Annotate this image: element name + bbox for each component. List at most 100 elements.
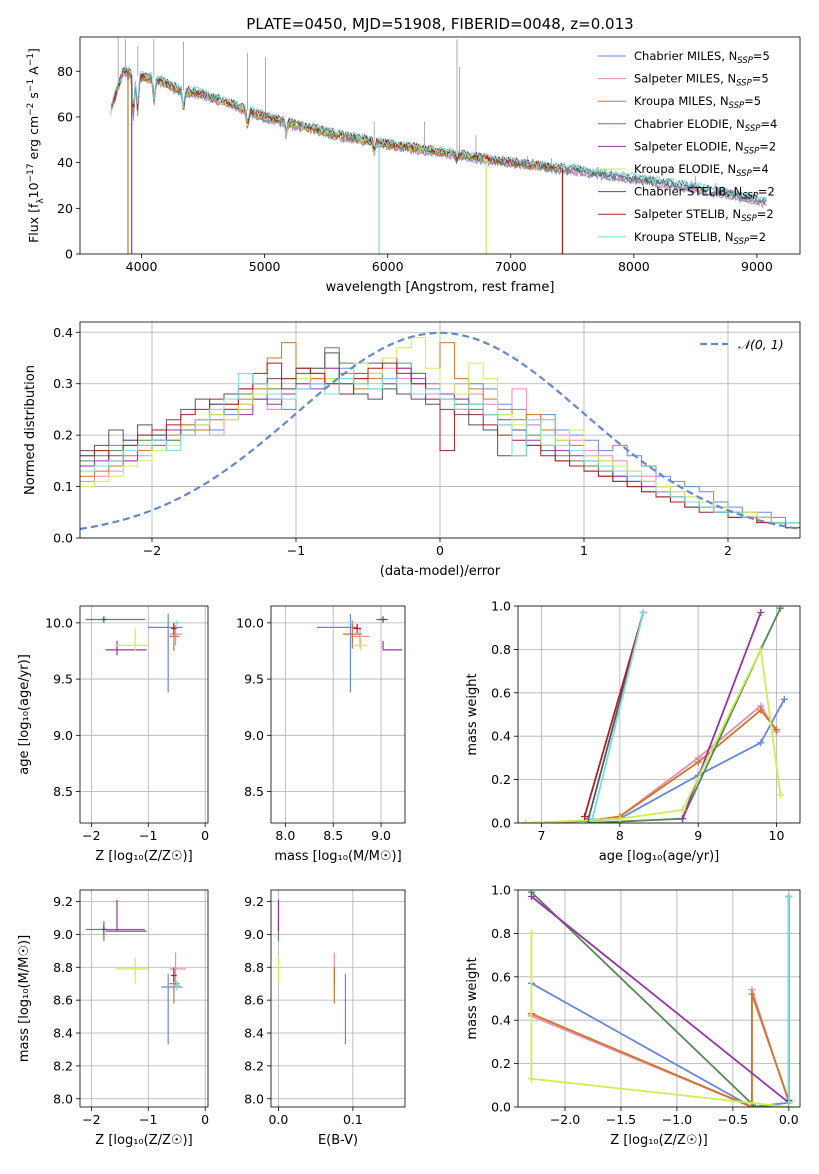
axes-frame	[517, 889, 801, 1108]
mass-weight-vs-metallicity-panel: −2.0 −1.5 −1.0 −0.5 0.0 0.0 0.2 0.4 0.6 0.8 1.0 Z […	[465, 883, 801, 1148]
mass-weight-line-salpeter_miles	[525, 704, 778, 823]
y-label-part: λ	[36, 198, 46, 204]
y-tick-label: 9.0	[53, 927, 73, 942]
mass-weight-line-chabrier_miles	[530, 982, 789, 1107]
x-tick-label: 8000	[618, 259, 650, 274]
grid-lines	[518, 605, 800, 824]
x-axis-label: mass [log₁₀(M/M☉)]	[274, 849, 401, 864]
legend-label-salpeter_stelib: Salpeter STELIB, NSSP=2	[634, 207, 774, 224]
histogram-step-salpeter_stelib	[80, 362, 800, 529]
mass-weight-line-chabrier_elodie	[588, 607, 782, 823]
y-tick-label: 8.4	[244, 1026, 264, 1041]
x-tick-label: 7	[538, 828, 546, 843]
y-tick-label: 9.5	[53, 672, 73, 687]
y-axis-label: Flux [fλ10−17 erg cm−2 s−1 A−1]	[26, 48, 46, 243]
y-tick-label: 0.1	[53, 479, 73, 494]
axes-frame	[79, 605, 209, 824]
legend-label-tail: =5	[753, 49, 770, 63]
mass-weight-marker-kroupa_elodie	[527, 929, 535, 937]
mass-weight-marker-salpeter_elodie	[757, 609, 765, 617]
x-tick-label: −2.0	[550, 1112, 580, 1127]
y-tick-label: 60	[57, 109, 73, 124]
mass-weight-marker-kroupa_stelib	[785, 893, 793, 901]
mass-weight-marker-salpeter_elodie	[527, 893, 535, 901]
y-tick-label: 1.0	[491, 883, 511, 898]
y-tick-label: 8.2	[244, 1058, 264, 1073]
legend-label-sub: SSP	[737, 56, 753, 66]
legend-label-sub: SSP	[736, 169, 752, 179]
mass-weight-line-chabrier_elodie	[530, 891, 789, 1107]
legend-label-sub: SSP	[734, 237, 750, 247]
mass-weight-marker-salpeter_stelib	[581, 812, 589, 820]
y-tick-label: 0.4	[491, 729, 511, 744]
mass-vs-metallicity-panel: −2 −1 0 8.0 8.2 8.4 8.6 8.8 9.0 9.2 Z [log₁₀(Z/Z☉)…	[17, 889, 209, 1148]
x-tick-label: −1	[287, 543, 305, 558]
mass-weight-line-kroupa_miles	[525, 708, 778, 823]
legend-label-salpeter_miles: Salpeter MILES, NSSP=5	[634, 72, 769, 89]
mass-weight-marker-chabrier_miles	[780, 695, 788, 703]
legend-label-sub: SSP	[744, 146, 760, 156]
y-tick-label: 8.5	[244, 784, 264, 799]
y-label-part: erg cm	[26, 116, 41, 164]
x-tick-label: 8	[616, 828, 624, 843]
legend-label-sub: SSP	[745, 124, 761, 134]
mass-weight-marker-kroupa_stelib	[588, 815, 596, 823]
y-label-part: Flux [f	[26, 203, 41, 243]
y-tick-label: 8.4	[53, 1026, 73, 1041]
y-tick-label: 0.8	[491, 926, 511, 941]
mass-weight-marker-salpeter_elodie	[679, 815, 686, 823]
x-tick-label: 1	[580, 543, 588, 558]
plot-area	[522, 606, 788, 823]
x-tick-label: −2	[143, 543, 161, 558]
x-tick-label: −1	[139, 1112, 157, 1127]
legend-label-tail: =2	[758, 185, 775, 199]
plot-area	[85, 899, 186, 1045]
legend-label-text: Kroupa ELODIE, N	[634, 162, 736, 176]
mass-weight-marker-chabrier_elodie	[751, 1103, 759, 1107]
legend-label-kroupa_stelib: Kroupa STELIB, NSSP=2	[634, 230, 766, 247]
y-label-part: A	[26, 66, 41, 79]
x-axis-label: Z [log₁₀(Z/Z☉)]	[95, 849, 192, 864]
mass-weight-marker-kroupa_elodie	[522, 819, 530, 823]
y-axis-label: mass weight	[465, 957, 480, 1039]
mass-weight-vs-age-panel: 7 8 9 10 0.0 0.2 0.4 0.6 0.8 1.0 age [log₁₀(age/yr…	[465, 599, 801, 864]
y-tick-label: 0.8	[491, 642, 511, 657]
legend-label-chabrier_elodie: Chabrier ELODIE, NSSP=4	[634, 117, 777, 134]
y-label-part: ]	[26, 48, 41, 53]
mass-weight-marker-kroupa_miles	[773, 726, 780, 734]
x-tick-label: −1.5	[606, 1112, 636, 1127]
x-axis-label: Z [log₁₀(Z/Z☉)]	[610, 1133, 707, 1148]
y-tick-label: 9.2	[244, 894, 264, 909]
legend-label-chabrier_miles: Chabrier MILES, NSSP=5	[634, 49, 770, 66]
mass-vs-ebv-panel: 0.0 0.1 8.0 8.2 8.4 8.6 8.8 9.0 9.2 E(B-V)	[244, 889, 406, 1148]
legend-label-text: Salpeter STELIB, N	[634, 207, 741, 221]
y-axis-label: mass [log₁₀(M/M☉)]	[17, 935, 32, 1062]
legend-label-sub: SSP	[741, 214, 757, 224]
axes-frame	[79, 889, 209, 1108]
legend-label-tail: =4	[752, 162, 769, 176]
grid-lines	[80, 606, 208, 823]
plot-area	[316, 613, 403, 693]
mass-weight-marker-kroupa_stelib	[639, 609, 647, 617]
mass-weight-line-salpeter_stelib	[583, 612, 645, 817]
y-tick-label: 0.2	[491, 772, 511, 787]
y-tick-label: 0.0	[53, 531, 73, 546]
axes-frame	[79, 36, 801, 255]
plot-area	[85, 613, 183, 693]
x-tick-label: −1.0	[662, 1112, 692, 1127]
y-tick-label: 0.2	[491, 1056, 511, 1071]
y-axis-label: mass weight	[465, 673, 480, 755]
x-tick-label: 0.0	[268, 1112, 288, 1127]
spectrum-panel: 4000 5000 6000 7000 8000 9000 0 20 40 60 80 wavelen…	[26, 36, 801, 295]
legend-label-tail: =2	[757, 207, 774, 221]
y-tick-label: 0.3	[53, 376, 73, 391]
mass-weight-marker-kroupa_elodie	[527, 1075, 535, 1083]
x-tick-label: 0	[201, 828, 209, 843]
histogram-step-kroupa_elodie	[80, 336, 800, 524]
x-tick-label: 9	[694, 828, 702, 843]
y-tick-label: 0	[65, 247, 73, 262]
y-tick-label: 8.5	[53, 784, 73, 799]
mass-weight-line-kroupa_stelib	[591, 612, 645, 819]
x-tick-label: 6000	[372, 259, 404, 274]
y-tick-label: 20	[57, 201, 73, 216]
